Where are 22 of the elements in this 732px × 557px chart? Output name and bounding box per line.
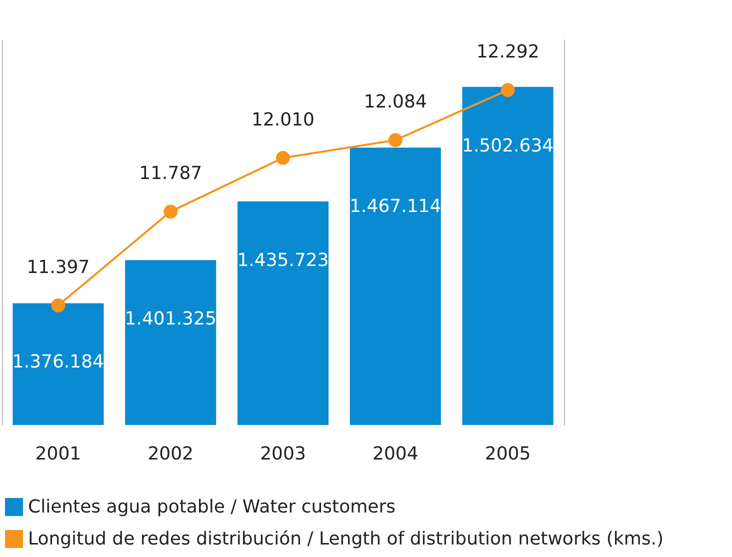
point	[276, 150, 290, 165]
legend-label: Longitud de redes distribución / Length of distribution networks (kms.)	[28, 528, 664, 550]
data-label: 1.376.184	[12, 352, 104, 373]
data-label: 1.401.325	[124, 308, 216, 330]
x-tick-label: 2002	[148, 444, 194, 464]
legend-label: Clientes agua potable / Water customers	[28, 496, 396, 518]
data-label: 11.397	[26, 256, 90, 278]
data-label: 12.084	[364, 92, 427, 113]
point	[51, 298, 66, 312]
data-label: 11.787	[139, 163, 202, 184]
data-label: 1.467.114	[350, 196, 442, 218]
x-tick-label: 2004	[372, 444, 418, 464]
data-label: 1.435.723	[237, 250, 329, 271]
data-label: 1.502.634	[462, 135, 554, 156]
data-label: 12.010	[252, 109, 314, 130]
point	[500, 83, 515, 98]
point	[164, 204, 178, 219]
data-label: 12.292	[476, 42, 540, 63]
x-tick-label: 2005	[484, 444, 531, 464]
x-tick-label: 2001	[35, 444, 82, 464]
x-tick-label: 2003	[260, 444, 306, 464]
point	[388, 133, 402, 148]
